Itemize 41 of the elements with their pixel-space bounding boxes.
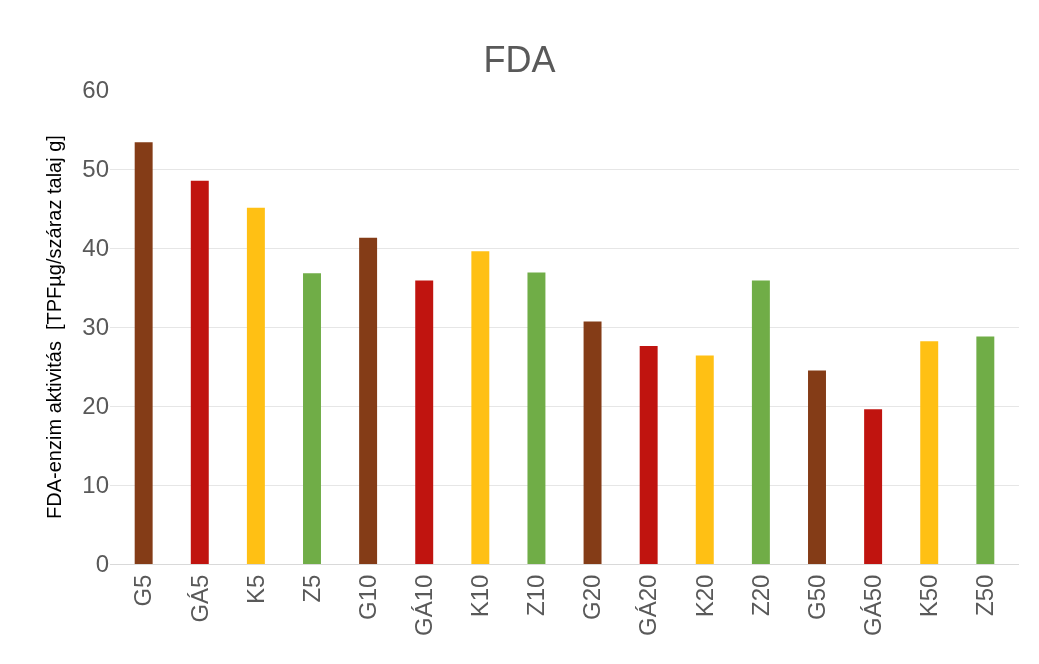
- bar: [583, 321, 602, 564]
- y-tick-label: 30: [82, 313, 109, 341]
- bar: [134, 142, 153, 564]
- x-tick-label: K20: [690, 574, 718, 618]
- y-tick-label: 50: [82, 155, 109, 183]
- y-tick-label: 20: [82, 392, 109, 420]
- x-tick-label: Z5: [297, 574, 325, 603]
- x-tick-label: G5: [129, 574, 157, 607]
- x-tick-label: GÁ5: [185, 574, 213, 623]
- bar: [920, 341, 939, 564]
- x-tick-label: Z20: [746, 574, 774, 616]
- x-tick-label: GÁ50: [858, 574, 886, 636]
- y-tick-label: 60: [82, 76, 109, 104]
- bar: [976, 336, 995, 564]
- bar: [639, 345, 658, 564]
- bar: [695, 355, 714, 564]
- bar: [246, 207, 265, 564]
- bar: [808, 370, 826, 564]
- x-tick-label: GÁ10: [410, 574, 438, 636]
- x-tick-label: Z50: [971, 574, 999, 616]
- y-tick-label: 40: [82, 234, 109, 262]
- bar: [527, 272, 546, 564]
- bar: [190, 180, 209, 564]
- x-tick-label: G10: [353, 574, 381, 620]
- y-tick-label: 0: [95, 550, 109, 578]
- x-tick-label: GÁ20: [634, 574, 662, 636]
- bar: [751, 280, 770, 564]
- y-axis-title: FDA-enzim aktivitás [TPFµg/száraz talaj g]: [42, 135, 65, 519]
- x-tick-label: Z10: [522, 574, 550, 616]
- y-tick-label: 10: [82, 471, 109, 499]
- bar: [864, 409, 883, 564]
- chart-title: FDA: [483, 38, 556, 80]
- bar: [359, 237, 378, 564]
- bar: [471, 251, 490, 564]
- x-tick-label: G20: [578, 574, 606, 620]
- bar: [303, 273, 321, 564]
- bar: [415, 280, 434, 564]
- x-tick-label: G50: [802, 574, 830, 620]
- x-tick-label: K50: [915, 574, 943, 618]
- x-tick-label: K5: [241, 574, 269, 604]
- x-tick-label: K10: [466, 574, 494, 618]
